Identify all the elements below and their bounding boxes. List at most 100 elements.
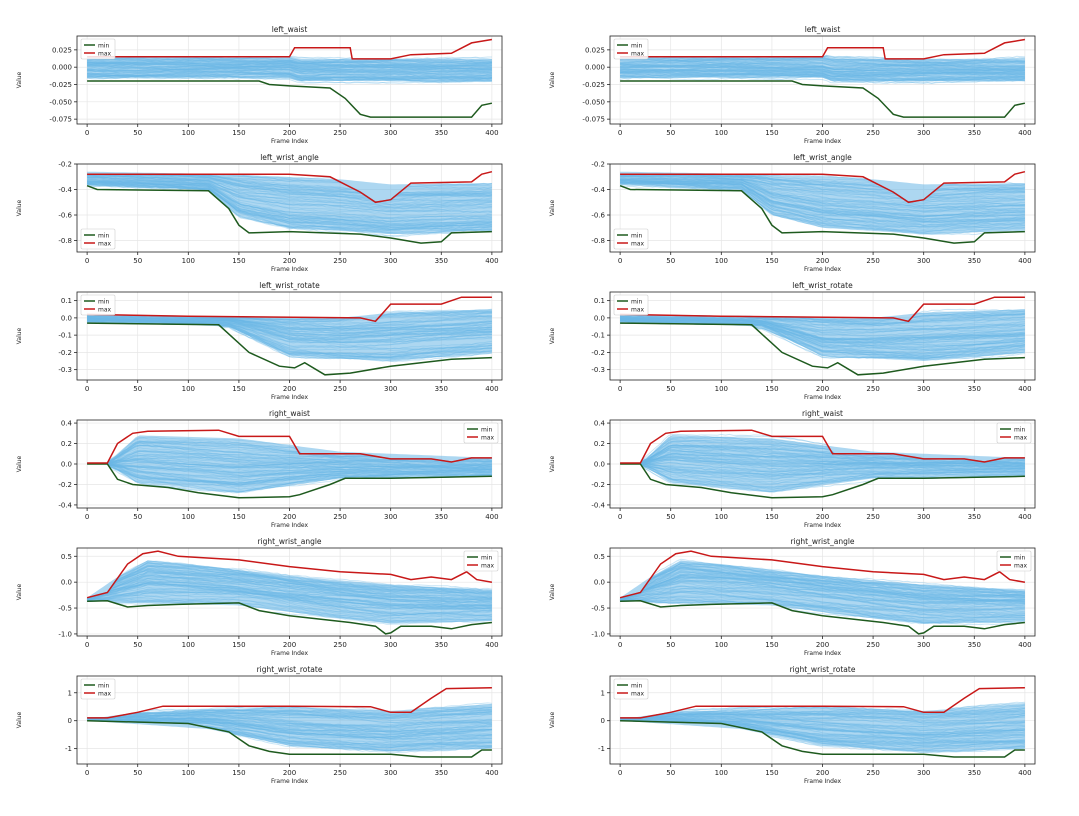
legend-label-max: max: [98, 306, 112, 313]
x-tick-label: 250: [333, 129, 346, 137]
x-tick-label: 150: [765, 385, 778, 393]
chart-panel-right_wrist_angle-left: 0 50 100 150 200 250 300 350 400 -1.0 -0.5 0.0 0.5 ri…: [16, 537, 503, 657]
legend-label-max: max: [631, 690, 645, 697]
y-tick-label: -0.8: [591, 237, 605, 245]
x-tick-label: 400: [485, 257, 498, 265]
y-tick-label: 1: [601, 689, 605, 697]
y-tick-label: -0.3: [591, 366, 605, 374]
y-tick-label: -0.2: [591, 481, 605, 489]
y-tick-label: 0.025: [52, 46, 72, 54]
x-tick-label: 250: [333, 385, 346, 393]
x-tick-label: 200: [816, 129, 829, 137]
x-tick-label: 300: [917, 513, 930, 521]
x-tick-label: 350: [968, 129, 981, 137]
legend-box: [613, 228, 649, 250]
series-min-line: [620, 80, 1026, 118]
y-axis-label: Value: [16, 327, 23, 344]
x-tick-label: 50: [666, 385, 675, 393]
y-axis-label: Value: [549, 455, 556, 472]
x-tick-label: 0: [85, 129, 89, 137]
chart-panel-left_wrist_angle-right: 0 50 100 150 200 250 300 350 400 -0.8 -0.6 -0.4 -0.2…: [549, 153, 1036, 273]
x-axis-label: Frame Index: [271, 138, 309, 145]
y-axis-label: Value: [16, 583, 23, 600]
y-tick-label: 0.5: [61, 553, 72, 561]
x-tick-label: 300: [384, 257, 397, 265]
y-tick-label: 0.000: [585, 64, 605, 72]
trajectory-band: [620, 560, 1025, 624]
y-tick-label: -1.0: [591, 630, 605, 638]
trajectory-band: [620, 56, 1025, 81]
y-tick-label: -0.4: [58, 501, 72, 509]
chart-title: left_waist: [272, 25, 308, 34]
y-tick-label: -1.0: [58, 630, 72, 638]
x-tick-label: 100: [182, 641, 195, 649]
x-tick-label: 100: [182, 129, 195, 137]
series-max-line: [619, 550, 1026, 599]
legend-box: [613, 294, 649, 316]
legend-box: [463, 550, 499, 572]
x-axis-label: Frame Index: [271, 778, 309, 785]
x-tick-label: 350: [968, 257, 981, 265]
x-tick-label: 400: [485, 385, 498, 393]
x-tick-label: 100: [182, 257, 195, 265]
x-tick-label: 200: [283, 513, 296, 521]
y-tick-label: -0.2: [591, 349, 605, 357]
x-axis-label: Frame Index: [804, 266, 842, 273]
y-axis-label: Value: [16, 71, 23, 88]
x-tick-label: 0: [85, 257, 89, 265]
legend-label-min: min: [481, 554, 493, 561]
x-tick-label: 400: [1018, 385, 1031, 393]
x-tick-label: 200: [283, 641, 296, 649]
y-tick-label: 1: [68, 689, 72, 697]
plot-marks: [619, 686, 1026, 758]
series-min-line: [620, 463, 1025, 499]
legend-box: [80, 294, 116, 316]
x-tick-label: 350: [435, 769, 448, 777]
x-tick-label: 0: [618, 385, 622, 393]
x-tick-label: 100: [715, 129, 728, 137]
chart-panel-left_waist-right: 0 50 100 150 200 250 300 350 400 -0.075 -0.050 -0.0…: [549, 25, 1036, 145]
x-tick-label: 50: [133, 385, 142, 393]
y-tick-label: -0.075: [49, 116, 72, 124]
chart-panel-left_wrist_rotate-right: 0 50 100 150 200 250 300 350 400 -0.3 -0.2 -0.1 0.0 0…: [549, 281, 1036, 401]
legend-label-max: max: [631, 240, 645, 247]
legend-label-min: min: [1014, 554, 1026, 561]
legend-box: [80, 678, 116, 700]
x-tick-label: 200: [283, 385, 296, 393]
y-tick-label: -0.2: [58, 161, 72, 169]
x-tick-label: 350: [968, 769, 981, 777]
x-axis-label: Frame Index: [271, 522, 309, 529]
x-tick-label: 300: [384, 129, 397, 137]
chart-title: left_wrist_angle: [793, 153, 852, 162]
series-min-line: [620, 719, 1025, 758]
y-tick-label: -0.2: [58, 481, 72, 489]
y-tick-label: 0.0: [594, 461, 605, 469]
x-tick-label: 100: [715, 257, 728, 265]
trajectory-band: [620, 703, 1025, 752]
x-tick-label: 150: [765, 129, 778, 137]
x-axis-label: Frame Index: [804, 778, 842, 785]
y-tick-label: -0.4: [58, 186, 72, 194]
x-tick-label: 250: [866, 513, 879, 521]
chart-title: right_wrist_rotate: [257, 665, 323, 674]
legend-label-max: max: [481, 562, 495, 569]
series-min-line: [87, 80, 493, 118]
x-tick-label: 250: [866, 769, 879, 777]
trajectory-band: [87, 435, 492, 493]
series-max-line: [87, 170, 493, 204]
plot-marks: [86, 686, 493, 758]
y-tick-label: -1: [65, 745, 72, 753]
x-tick-label: 300: [917, 129, 930, 137]
y-tick-label: 0.1: [594, 297, 605, 305]
x-tick-label: 150: [232, 129, 245, 137]
y-tick-label: -0.2: [591, 161, 605, 169]
y-tick-label: 0.000: [52, 64, 72, 72]
x-tick-label: 200: [816, 769, 829, 777]
x-tick-label: 50: [666, 513, 675, 521]
x-tick-label: 200: [283, 129, 296, 137]
x-tick-label: 250: [866, 641, 879, 649]
